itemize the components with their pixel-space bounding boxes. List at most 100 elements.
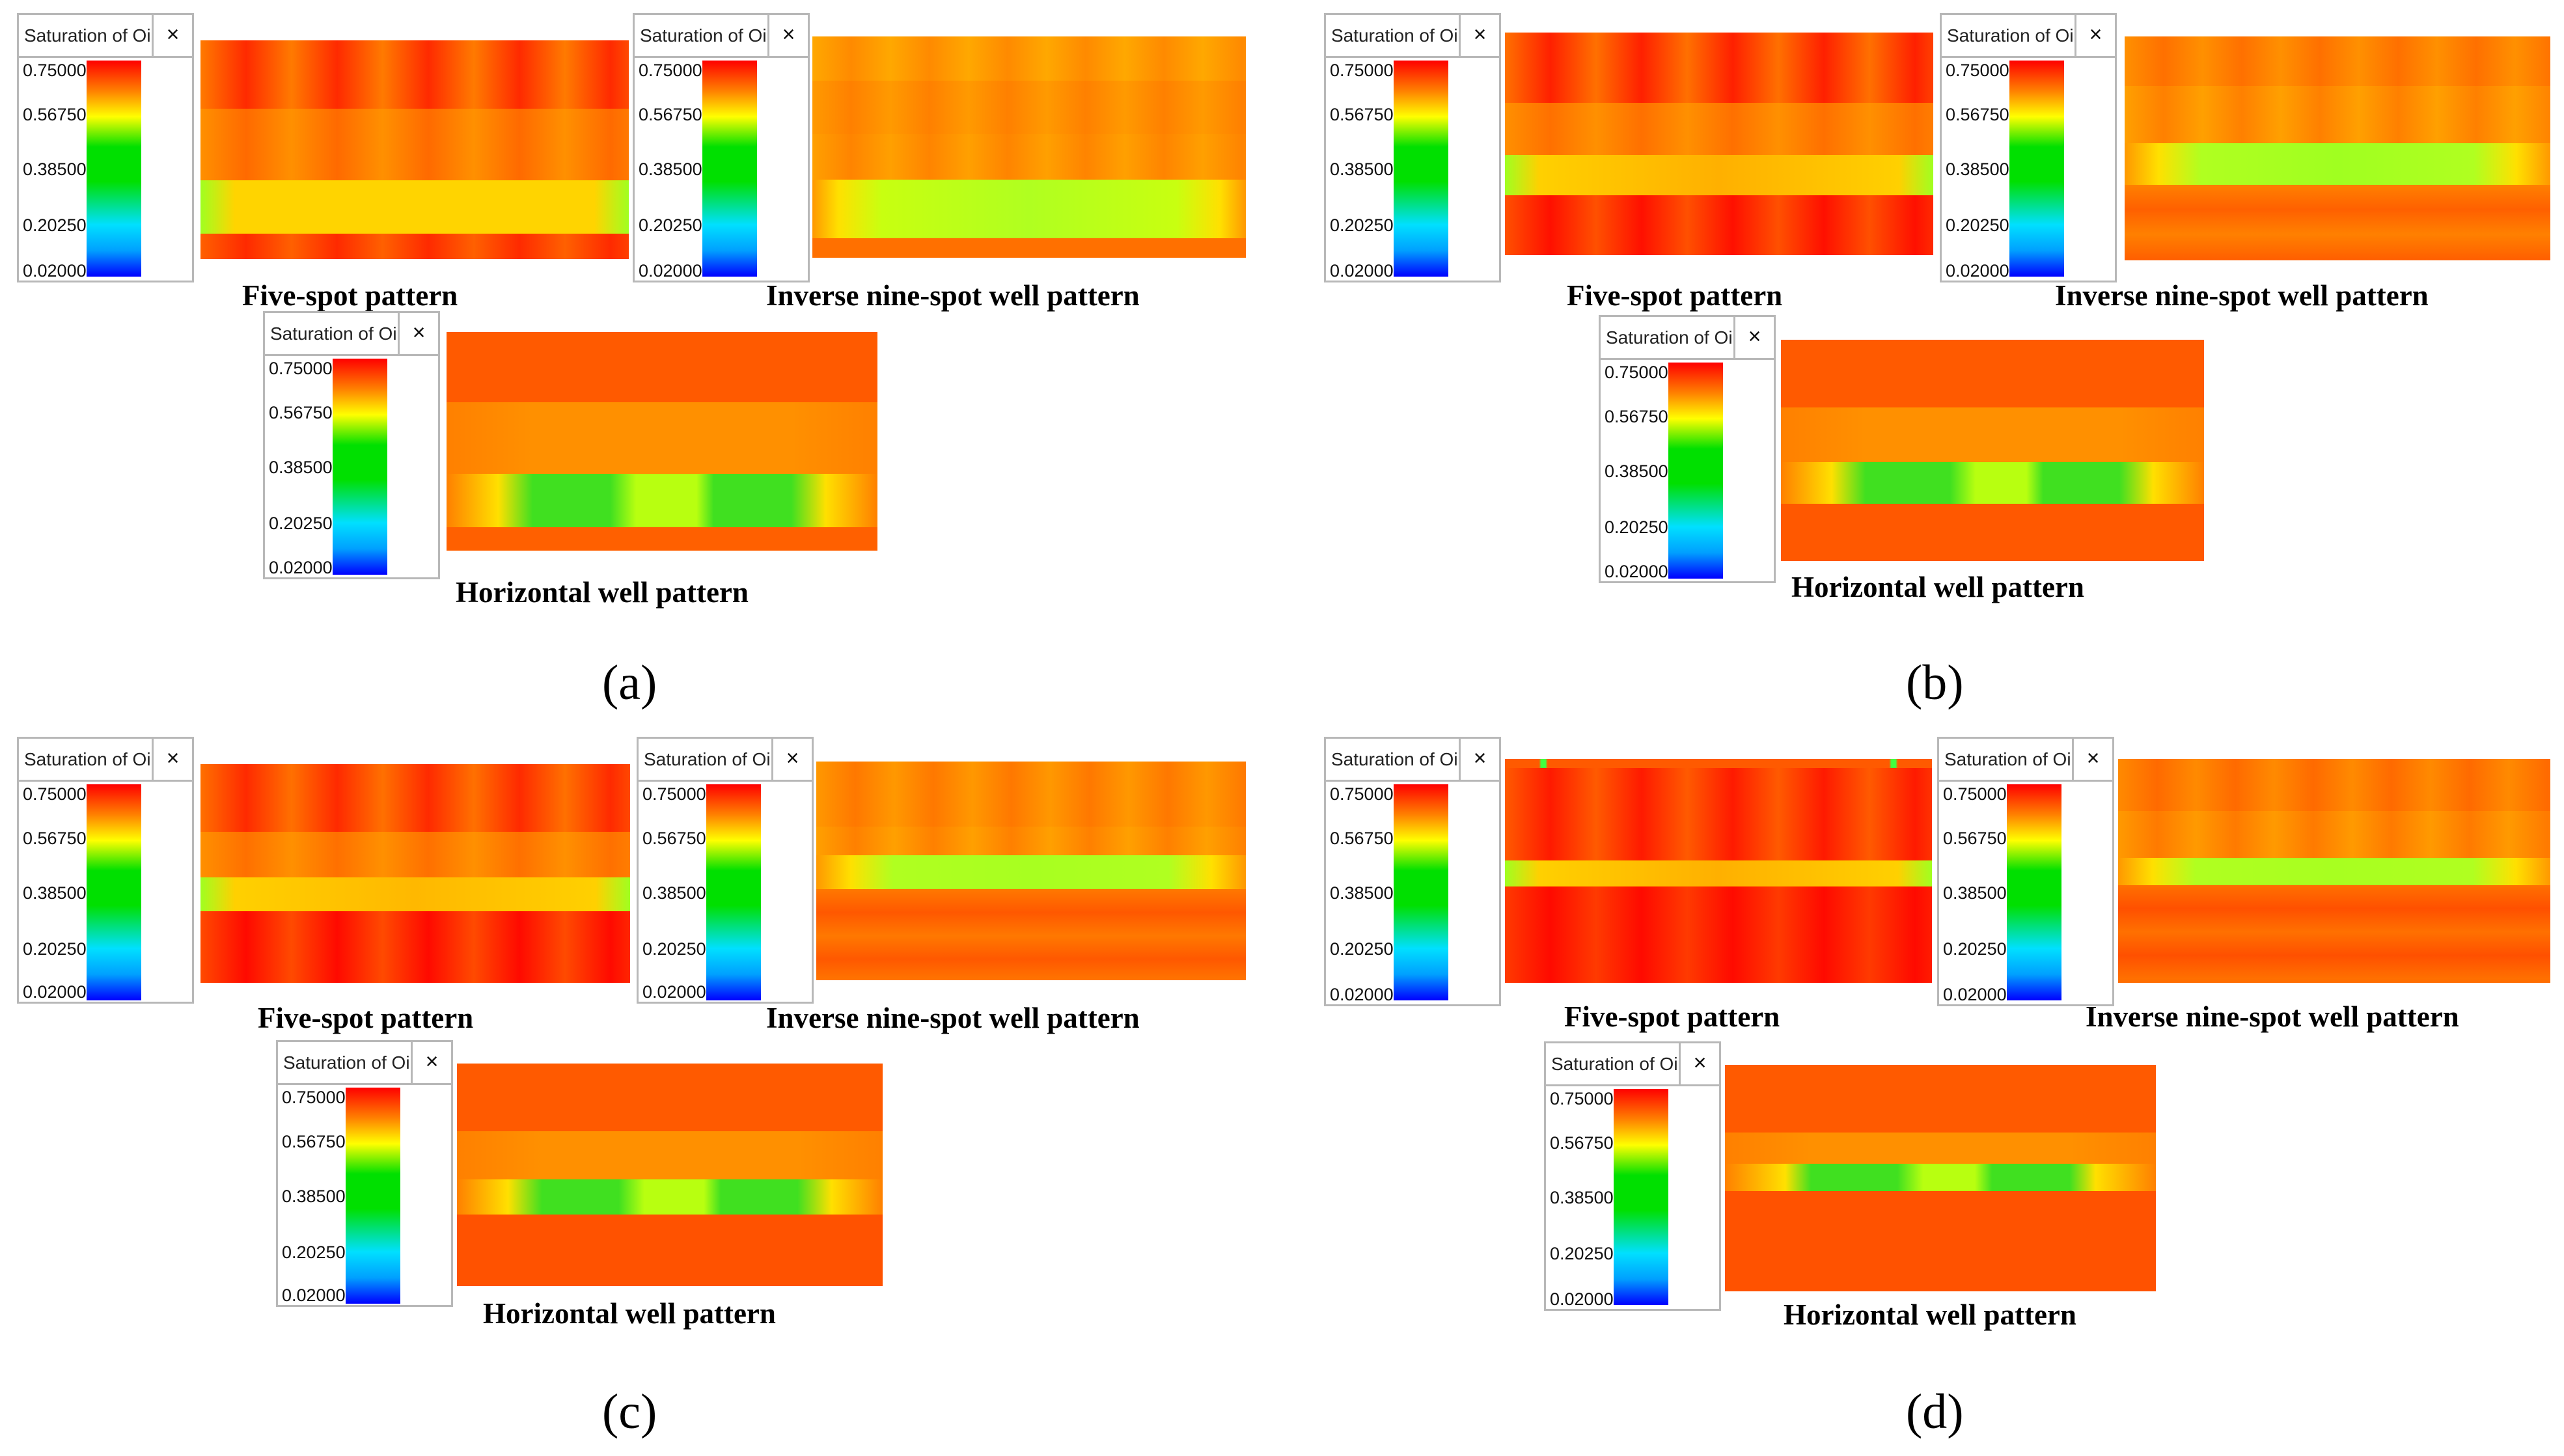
legend-header: Saturation of Oil × xyxy=(19,739,192,782)
tick-label: 0.38500 xyxy=(642,883,706,903)
tick-label: 0.38500 xyxy=(1605,461,1668,481)
caption-inverse-nine-spot: Inverse nine-spot well pattern xyxy=(766,1002,1140,1034)
legend-horizontal-d: Saturation of Oil × 0.75000 0.56750 0.38… xyxy=(1544,1041,1721,1311)
tick-label: 0.56750 xyxy=(1946,105,2009,124)
legend-header: Saturation of Oil × xyxy=(1939,739,2112,782)
tick-label: 0.02000 xyxy=(282,1285,346,1305)
tick-label: 0.20250 xyxy=(1330,215,1394,235)
saturation-map-inverse-nine-spot-b xyxy=(2125,36,2550,260)
legend-inverse-nine-spot-a: Saturation of Oil × 0.75000 0.56750 0.38… xyxy=(633,13,810,282)
tick-label: 0.20250 xyxy=(1550,1244,1614,1263)
tick-label: 0.38500 xyxy=(1550,1188,1614,1207)
tick-label: 0.20250 xyxy=(282,1243,346,1262)
caption-inverse-nine-spot: Inverse nine-spot well pattern xyxy=(766,279,1140,312)
tick-label: 0.56750 xyxy=(642,829,706,848)
legend-five-spot-a: Saturation of Oil × 0.75000 0.56750 0.38… xyxy=(17,13,194,282)
legend-five-spot-b: Saturation of Oil × 0.75000 0.56750 0.38… xyxy=(1324,13,1501,282)
close-icon[interactable]: × xyxy=(2075,15,2115,56)
tick-label: 0.20250 xyxy=(639,215,702,235)
legend-five-spot-d: Saturation of Oil × 0.75000 0.56750 0.38… xyxy=(1324,737,1501,1006)
tick-label: 0.56750 xyxy=(1330,829,1394,848)
tick-label: 0.56750 xyxy=(282,1132,346,1151)
tick-label: 0.02000 xyxy=(639,261,702,281)
tick-label: 0.75000 xyxy=(1946,61,2009,80)
tick-label: 0.56750 xyxy=(639,105,702,124)
legend-title: Saturation of Oil xyxy=(1551,1054,1682,1074)
tick-label: 0.56750 xyxy=(1550,1133,1614,1153)
close-icon[interactable]: × xyxy=(152,15,192,56)
close-icon[interactable]: × xyxy=(1733,317,1774,358)
legend-title: Saturation of Oil xyxy=(1331,749,1462,769)
saturation-map-horizontal-b xyxy=(1781,340,2204,561)
saturation-map-horizontal-a xyxy=(447,332,877,551)
caption-inverse-nine-spot: Inverse nine-spot well pattern xyxy=(2055,279,2429,312)
tick-label: 0.38500 xyxy=(1330,159,1394,179)
tick-label: 0.38500 xyxy=(23,159,87,179)
tick-label: 0.38500 xyxy=(639,159,702,179)
tick-label: 0.20250 xyxy=(642,939,706,959)
color-scale-bar xyxy=(346,1088,400,1304)
saturation-map-five-spot-b xyxy=(1505,33,1933,255)
close-icon[interactable]: × xyxy=(2072,739,2112,780)
tick-label: 0.20250 xyxy=(23,939,87,959)
legend-header: Saturation of Oil × xyxy=(278,1042,451,1085)
color-scale-bar xyxy=(87,784,141,1000)
color-scale-bar xyxy=(87,61,141,277)
tick-label: 0.02000 xyxy=(1330,985,1394,1004)
close-icon[interactable]: × xyxy=(152,739,192,780)
close-icon[interactable]: × xyxy=(767,15,808,56)
close-icon[interactable]: × xyxy=(1459,15,1499,56)
tick-label: 0.75000 xyxy=(642,784,706,804)
legend-inverse-nine-spot-b: Saturation of Oil × 0.75000 0.56750 0.38… xyxy=(1940,13,2117,282)
tick-label: 0.20250 xyxy=(1943,939,2007,959)
saturation-map-inverse-nine-spot-c xyxy=(816,762,1246,980)
caption-horizontal: Horizontal well pattern xyxy=(1791,571,2084,603)
tick-label: 0.56750 xyxy=(23,829,87,848)
legend-horizontal-a: Saturation of Oil × 0.75000 0.56750 0.38… xyxy=(263,311,440,579)
color-scale-bar xyxy=(706,784,761,1000)
tick-label: 0.75000 xyxy=(1605,363,1668,382)
legend-header: Saturation of Oil × xyxy=(1326,15,1499,58)
tick-label: 0.75000 xyxy=(269,359,333,378)
tick-label: 0.56750 xyxy=(1605,407,1668,426)
tick-label: 0.56750 xyxy=(1330,105,1394,124)
close-icon[interactable]: × xyxy=(411,1042,451,1083)
caption-five-spot: Five-spot pattern xyxy=(242,279,458,312)
legend-title: Saturation of Oil xyxy=(644,749,775,769)
saturation-map-horizontal-d xyxy=(1725,1065,2156,1291)
saturation-map-five-spot-d xyxy=(1505,759,1932,983)
legend-title: Saturation of Oil xyxy=(1944,749,2075,769)
color-scale-bar xyxy=(2007,784,2061,1000)
legend-header: Saturation of Oil × xyxy=(1942,15,2115,58)
tick-label: 0.20250 xyxy=(1330,939,1394,959)
tick-label: 0.38500 xyxy=(282,1187,346,1206)
close-icon[interactable]: × xyxy=(1679,1043,1719,1084)
legend-horizontal-c: Saturation of Oil × 0.75000 0.56750 0.38… xyxy=(276,1040,453,1307)
saturation-map-inverse-nine-spot-a xyxy=(812,36,1246,258)
saturation-map-five-spot-c xyxy=(200,764,630,983)
panel-label-b: (b) xyxy=(1906,655,1964,710)
saturation-map-horizontal-c xyxy=(457,1064,883,1286)
tick-label: 0.38500 xyxy=(269,458,333,477)
close-icon[interactable]: × xyxy=(398,313,438,354)
tick-label: 0.02000 xyxy=(1946,261,2009,281)
legend-title: Saturation of Oil xyxy=(1331,25,1462,46)
legend-horizontal-b: Saturation of Oil × 0.75000 0.56750 0.38… xyxy=(1599,315,1776,583)
close-icon[interactable]: × xyxy=(771,739,812,780)
caption-horizontal: Horizontal well pattern xyxy=(1784,1298,2076,1331)
legend-title: Saturation of Oil xyxy=(24,749,155,769)
caption-horizontal: Horizontal well pattern xyxy=(483,1297,776,1330)
panel-label-c: (c) xyxy=(602,1384,657,1439)
close-icon[interactable]: × xyxy=(1459,739,1499,780)
legend-title: Saturation of Oil xyxy=(270,323,401,344)
color-scale-bar xyxy=(1668,363,1723,579)
tick-label: 0.75000 xyxy=(23,784,87,804)
tick-label: 0.75000 xyxy=(1330,61,1394,80)
tick-label: 0.02000 xyxy=(1605,562,1668,581)
legend-title: Saturation of Oil xyxy=(283,1052,414,1073)
legend-header: Saturation of Oil × xyxy=(19,15,192,58)
legend-header: Saturation of Oil × xyxy=(635,15,808,58)
tick-label: 0.02000 xyxy=(1550,1289,1614,1309)
legend-title: Saturation of Oil xyxy=(1606,327,1737,348)
tick-label: 0.38500 xyxy=(1330,883,1394,903)
